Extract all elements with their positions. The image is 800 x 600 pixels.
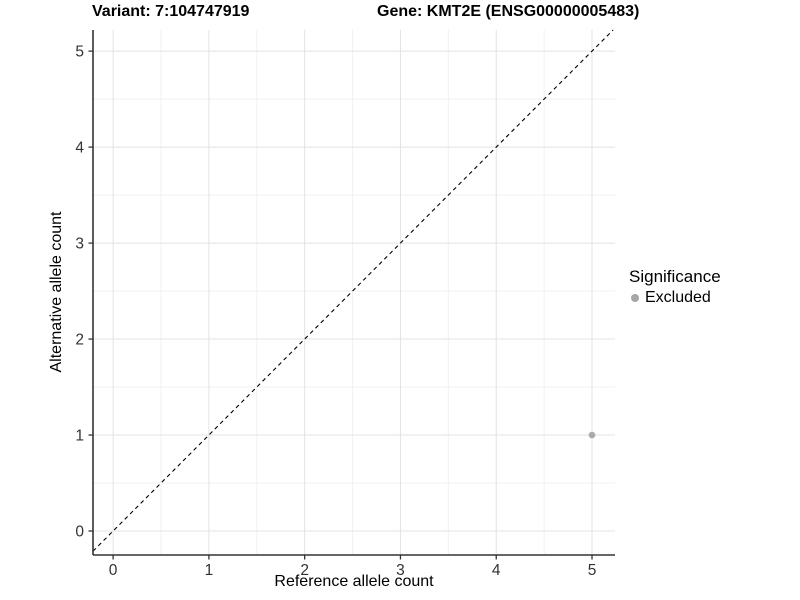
variant-title: Variant: 7:104747919 xyxy=(92,3,250,20)
legend-title: Significance xyxy=(629,267,721,286)
x-tick-label: 5 xyxy=(588,562,597,579)
y-axis-title: Alternative allele count xyxy=(48,211,65,373)
y-tick-label: 5 xyxy=(75,44,84,61)
legend-item-excluded: Excluded xyxy=(631,289,721,307)
x-axis-title: Reference allele count xyxy=(274,573,434,590)
x-tick-label: 1 xyxy=(205,562,214,579)
data-point-5-1 xyxy=(588,431,596,439)
y-tick-label: 1 xyxy=(75,428,84,445)
identity-dashed-line xyxy=(92,29,614,552)
x-tick-label: 3 xyxy=(396,562,405,579)
legend: Significance Excluded xyxy=(629,267,721,307)
x-tick-label: 4 xyxy=(492,562,501,579)
y-tick-label: 3 xyxy=(75,236,84,253)
gene-title: Gene: KMT2E (ENSG00000005483) xyxy=(377,3,640,20)
x-tick-label: 2 xyxy=(300,562,309,579)
y-tick-label: 4 xyxy=(75,140,84,157)
y-tick-label: 0 xyxy=(75,524,84,541)
x-tick-label: 0 xyxy=(109,562,118,579)
legend-item-label: Excluded xyxy=(645,289,711,306)
excluded-point-marker-icon xyxy=(631,294,639,302)
y-tick-label: 2 xyxy=(75,332,84,349)
